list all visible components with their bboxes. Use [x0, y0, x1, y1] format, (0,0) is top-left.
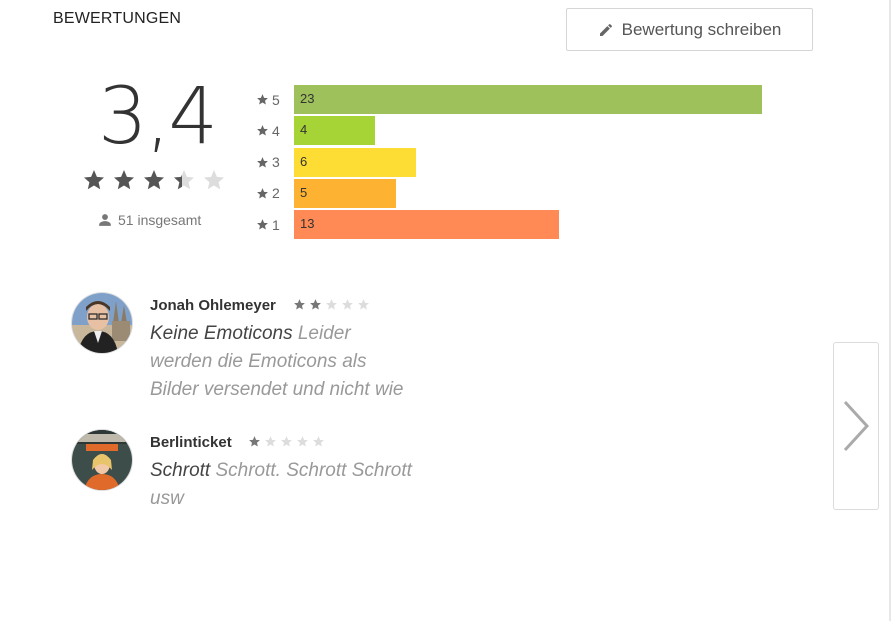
star-icon [257, 94, 268, 105]
review-body-line: werden die Emoticons als [150, 351, 367, 372]
reviewer-name[interactable]: Jonah Ohlemeyer [150, 297, 276, 314]
histogram-bar: 4 [294, 116, 375, 146]
empty-star-icon [313, 436, 324, 447]
chevron-right-icon [843, 400, 870, 452]
review-title: Schrott [150, 460, 211, 481]
histogram-label: 2 [256, 185, 290, 201]
histogram-bar: 5 [294, 178, 396, 208]
review-stars [248, 435, 325, 448]
review-body-line: Schrott. Schrott Schrott [210, 460, 412, 481]
review-body-line: Leider [292, 323, 351, 344]
histogram-bar-count: 4 [300, 122, 308, 138]
write-review-button[interactable]: Bewertung schreiben [566, 8, 813, 51]
person-icon [99, 214, 111, 226]
star-icon [310, 299, 321, 310]
empty-star-icon [297, 436, 308, 447]
total-ratings: 51 insgesamt [98, 212, 201, 228]
empty-star-icon [326, 299, 337, 310]
next-reviews-button[interactable] [833, 342, 879, 510]
star-icon [294, 299, 305, 310]
empty-star-icon [204, 170, 224, 190]
histogram-bar-count: 5 [300, 184, 308, 200]
total-ratings-label: 51 insgesamt [118, 212, 202, 228]
histogram-bar: 23 [294, 85, 762, 114]
histogram-label: 5 [256, 92, 290, 108]
histogram-star-count: 4 [272, 122, 280, 139]
histogram-bar-count: 13 [300, 216, 315, 232]
reviewer-name[interactable]: Berlinticket [150, 434, 232, 451]
review-text[interactable]: Keine Emoticons Leider werden die Emotic… [150, 320, 420, 404]
star-icon [144, 170, 164, 190]
histogram-label: 3 [256, 154, 290, 170]
star-icon [249, 436, 260, 447]
star-icon [257, 156, 268, 168]
pencil-icon [599, 23, 612, 36]
histogram-label: 4 [256, 123, 290, 139]
write-review-label: Bewertung schreiben [621, 19, 782, 39]
histogram-bar: 6 [294, 147, 416, 177]
average-rating: 3,4 [98, 72, 218, 162]
scrollbar-track[interactable] [889, 0, 891, 621]
half-star-icon [174, 170, 194, 190]
histogram-bar: 13 [294, 210, 559, 240]
histogram-label: 1 [256, 217, 290, 233]
histogram-star-count: 2 [272, 185, 280, 202]
histogram-bar-count: 6 [300, 153, 308, 169]
histogram-row-5: 5 23 [256, 85, 762, 114]
histogram-row-1: 1 13 [256, 210, 559, 240]
reviewer-avatar[interactable] [72, 293, 132, 353]
empty-star-icon [358, 299, 369, 310]
empty-star-icon [265, 436, 276, 447]
star-icon [257, 187, 268, 199]
histogram-bar-count: 23 [300, 91, 315, 106]
star-icon [84, 170, 104, 190]
review-stars [293, 298, 370, 311]
review-body-line: usw [150, 488, 184, 509]
histogram-star-count: 3 [272, 154, 280, 171]
histogram-star-count: 5 [272, 91, 280, 108]
section-title: BEWERTUNGEN [53, 10, 182, 27]
star-icon [114, 170, 134, 190]
empty-star-icon [342, 299, 353, 310]
histogram-star-count: 1 [272, 216, 280, 233]
reviewer-avatar[interactable] [72, 430, 132, 490]
empty-star-icon [281, 436, 292, 447]
average-stars [82, 168, 226, 192]
star-icon [257, 125, 268, 136]
review-body-line: Bilder versendet und nicht wie [150, 379, 404, 400]
review-text[interactable]: Schrott Schrott. Schrott Schrott usw [150, 457, 420, 513]
star-icon [257, 219, 268, 230]
review-title: Keine Emoticons [150, 323, 293, 344]
